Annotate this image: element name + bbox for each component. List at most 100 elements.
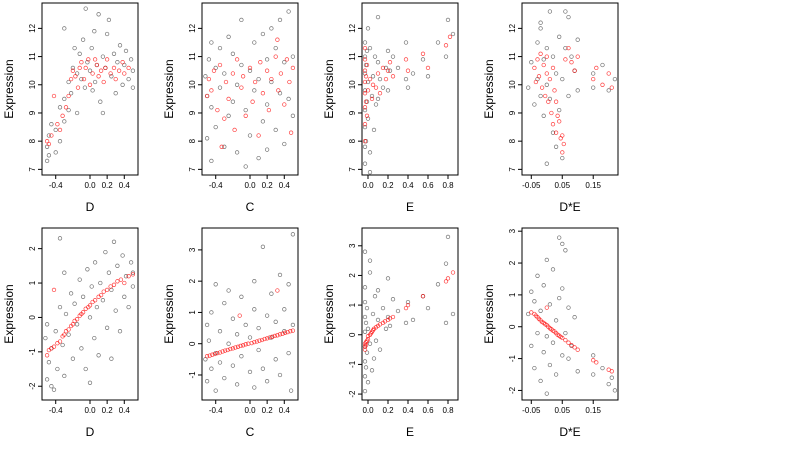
black-point	[370, 74, 376, 79]
red-point	[55, 341, 60, 346]
red-point	[108, 71, 113, 76]
red-point	[549, 110, 554, 116]
black-point	[362, 329, 368, 334]
black-point	[128, 57, 134, 62]
black-point	[435, 40, 441, 45]
black-point	[68, 91, 74, 96]
black-point	[226, 113, 231, 118]
black-point	[247, 369, 253, 375]
y-tick-label: 10	[508, 80, 517, 89]
black-point	[575, 88, 580, 93]
red-point	[98, 68, 104, 73]
black-point	[362, 144, 368, 149]
black-point	[209, 105, 214, 110]
red-point	[60, 113, 65, 118]
red-point	[275, 37, 280, 42]
x-tick-label: 0.8	[442, 181, 454, 190]
red-point	[538, 51, 543, 56]
red-point	[130, 272, 136, 277]
x-tick-label: -0.4	[209, 406, 223, 415]
black-point	[109, 287, 114, 293]
red-point	[560, 133, 565, 138]
black-point	[273, 45, 278, 51]
black-point	[209, 310, 214, 315]
panel-6: -0.4 0.0 0.2 0.4 -1 0 1 2 3 C Expression	[162, 227, 299, 439]
black-point	[403, 76, 409, 82]
black-point	[256, 347, 261, 353]
y-axis-label: Expression	[162, 59, 176, 118]
black-point	[44, 158, 50, 164]
panel-3: 0.0 0.2 0.4 0.6 0.8 7 8 9 10 11 12 E Expression	[322, 2, 459, 214]
red-point	[92, 57, 98, 62]
black-point	[115, 263, 120, 268]
black-point	[234, 332, 240, 337]
y-tick-label: 11	[188, 52, 197, 61]
black-point	[204, 379, 210, 384]
black-point	[443, 54, 449, 59]
black-point	[435, 282, 441, 287]
black-point	[544, 257, 549, 263]
y-tick-label: 7	[348, 167, 357, 172]
black-point	[230, 99, 236, 104]
y-tick-label: -2	[348, 390, 357, 398]
red-point	[226, 96, 231, 102]
x-tick-label: 0.2	[382, 406, 394, 415]
black-point	[532, 102, 537, 107]
black-point	[566, 356, 571, 361]
black-point	[117, 43, 123, 48]
black-point	[100, 110, 106, 116]
black-point	[425, 74, 431, 79]
black-point	[375, 60, 381, 65]
red-point	[215, 107, 220, 113]
red-point	[403, 305, 409, 311]
red-point	[86, 57, 91, 62]
red-point	[51, 344, 57, 349]
red-point	[609, 85, 614, 90]
red-point	[77, 65, 82, 71]
y-tick-label: -1	[188, 371, 197, 379]
black-point	[553, 318, 559, 323]
black-point	[550, 340, 556, 345]
black-point	[87, 315, 93, 320]
red-point	[443, 43, 449, 48]
y-tick-label: -2	[508, 386, 517, 394]
red-point	[544, 71, 549, 76]
black-point	[120, 253, 125, 258]
red-point	[539, 85, 545, 90]
black-point	[371, 356, 377, 361]
black-point	[213, 388, 218, 393]
black-point	[367, 170, 373, 175]
black-point	[282, 60, 287, 65]
red-point	[74, 317, 80, 322]
black-point	[377, 76, 383, 82]
y-tick-label: 2	[508, 260, 517, 265]
black-point	[535, 330, 540, 336]
black-point	[553, 372, 559, 377]
red-point	[258, 60, 263, 65]
y-tick-label: 2	[348, 273, 357, 278]
black-point	[100, 54, 106, 59]
red-point	[277, 332, 283, 337]
black-point	[566, 305, 571, 310]
red-point	[115, 279, 120, 284]
black-point	[217, 360, 223, 365]
black-point	[364, 48, 370, 54]
black-point	[111, 239, 117, 244]
red-point	[288, 130, 294, 135]
panel-5: -0.4 0.0 0.2 0.4 -2 -1 0 1 2 D Expression	[2, 227, 139, 439]
red-point	[278, 71, 284, 76]
red-point	[240, 74, 246, 79]
red-point	[66, 327, 71, 332]
black-point	[553, 144, 559, 149]
red-point	[541, 62, 546, 68]
black-point	[445, 234, 451, 240]
red-point	[373, 85, 379, 90]
black-point	[252, 307, 257, 312]
red-point	[87, 303, 93, 308]
red-point	[254, 339, 260, 344]
red-point	[90, 71, 95, 76]
black-point	[547, 362, 553, 368]
red-point	[546, 99, 551, 104]
red-point	[267, 335, 272, 340]
red-point	[273, 54, 278, 59]
